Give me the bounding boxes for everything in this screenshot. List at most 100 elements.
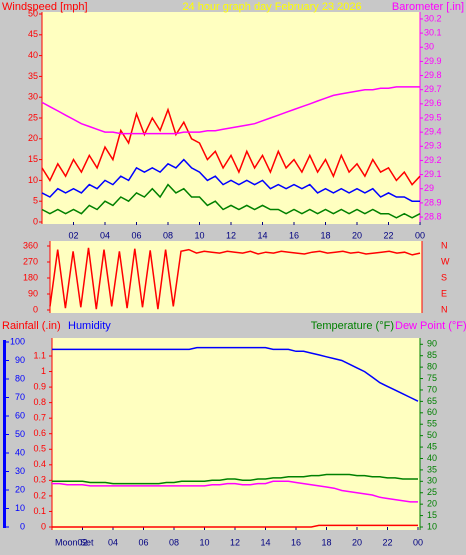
y3-tick-label: 10 bbox=[15, 503, 25, 513]
y2-tick-label: 15 bbox=[427, 510, 437, 520]
y-tick-label: 15 bbox=[28, 154, 38, 164]
y2-tick-label: 28.9 bbox=[424, 197, 442, 207]
y3-tick-label: 80 bbox=[15, 373, 25, 383]
y2-tick-label: 55 bbox=[427, 419, 437, 429]
y2-tick-label: 45 bbox=[427, 441, 437, 451]
compass-label: N bbox=[441, 240, 448, 250]
y2-tick-label: 20 bbox=[427, 499, 437, 509]
series-line bbox=[41, 107, 421, 186]
y-tick-label: 0 bbox=[33, 216, 38, 226]
y-tick-label: 50 bbox=[28, 8, 38, 18]
y-tick-label: 1 bbox=[41, 366, 46, 376]
humidity-axis bbox=[3, 340, 6, 528]
y2-tick-label: 65 bbox=[427, 396, 437, 406]
y3-tick-label: 0 bbox=[20, 521, 25, 531]
x-tick-label: 02 bbox=[77, 537, 87, 547]
y-axis-title: Windspeed [mph] bbox=[2, 1, 88, 13]
x-tick-label: 00 bbox=[413, 537, 423, 547]
y2-tick-label: 90 bbox=[427, 339, 437, 349]
y3-tick-label: 30 bbox=[15, 466, 25, 476]
y-tick-label: 0.9 bbox=[33, 381, 46, 391]
x-tick-label: 14 bbox=[257, 230, 267, 240]
y3-tick-label: 90 bbox=[15, 355, 25, 365]
y2-tick-label: 29.3 bbox=[424, 141, 442, 151]
y2-tick-label: 80 bbox=[427, 361, 437, 371]
y-tick-label: 45 bbox=[28, 29, 38, 39]
y2-tick-label: 29.7 bbox=[424, 84, 442, 94]
y2-tick-label: 29.2 bbox=[424, 155, 442, 165]
y-tick-label: 1.1 bbox=[33, 350, 46, 360]
x-tick-label: 12 bbox=[226, 230, 236, 240]
x-tick-label: 08 bbox=[169, 537, 179, 547]
x-tick-label: 04 bbox=[100, 230, 110, 240]
y2-tick-label: 29 bbox=[424, 183, 434, 193]
x-tick-label: 06 bbox=[138, 537, 148, 547]
compass-label: W bbox=[441, 256, 450, 266]
x-tick-label: 10 bbox=[199, 537, 209, 547]
y2-tick-label: 29.9 bbox=[424, 56, 442, 66]
y-tick-label: 40 bbox=[28, 50, 38, 60]
x-tick-label: 06 bbox=[131, 230, 141, 240]
series-line bbox=[52, 473, 418, 485]
y2-tick-label: 25 bbox=[427, 487, 437, 497]
x-tick-label: 12 bbox=[230, 537, 240, 547]
y2-tick-label: 10 bbox=[427, 521, 437, 531]
y2-tick-label: 30 bbox=[424, 42, 434, 52]
y2-tick-label: 70 bbox=[427, 384, 437, 394]
series-line bbox=[41, 86, 420, 135]
y3-tick-label: 40 bbox=[15, 447, 25, 457]
climate-panel bbox=[52, 338, 420, 530]
y-tick-label: 20 bbox=[28, 133, 38, 143]
y3-tick-label: 50 bbox=[15, 429, 25, 439]
y-tick-label: 0.4 bbox=[33, 459, 46, 469]
legend-label: Rainfall (.in) bbox=[2, 320, 61, 332]
x-tick-label: 14 bbox=[260, 537, 270, 547]
x-tick-label: 02 bbox=[68, 230, 78, 240]
x-tick-label: 22 bbox=[383, 230, 393, 240]
x-tick-label: 16 bbox=[291, 537, 301, 547]
x-tick-label: 00 bbox=[415, 230, 425, 240]
y2-tick-label: 29.8 bbox=[424, 70, 442, 80]
series-line bbox=[52, 346, 419, 402]
legend-label: Temperature (°F) bbox=[311, 320, 394, 332]
y-tick-label: 270 bbox=[23, 256, 38, 266]
annotation: Moon Set bbox=[55, 537, 94, 547]
y-tick-label: 0 bbox=[33, 304, 38, 314]
y-tick-label: 35 bbox=[28, 71, 38, 81]
y-tick-label: 30 bbox=[28, 92, 38, 102]
y-tick-label: 25 bbox=[28, 112, 38, 122]
y-tick-label: 0.5 bbox=[33, 444, 46, 454]
x-tick-label: 08 bbox=[163, 230, 173, 240]
y-tick-label: 10 bbox=[28, 175, 38, 185]
y2-tick-label: 30.1 bbox=[424, 27, 442, 37]
y2-tick-label: 29.5 bbox=[424, 112, 442, 122]
y2-tick-label: 30 bbox=[427, 476, 437, 486]
legend-label: Dew Point (°F) bbox=[395, 320, 466, 332]
y2-axis-title: Barometer [.in] bbox=[392, 1, 464, 13]
x-tick-label: 10 bbox=[194, 230, 204, 240]
y-tick-label: 0.8 bbox=[33, 397, 46, 407]
y3-tick-label: 100 bbox=[10, 336, 25, 346]
compass-label: E bbox=[441, 288, 447, 298]
y2-tick-label: 35 bbox=[427, 464, 437, 474]
y2-tick-label: 40 bbox=[427, 453, 437, 463]
y3-tick-label: 70 bbox=[15, 392, 25, 402]
chart-title: 24 hour graph day February 23 2026 bbox=[182, 1, 361, 13]
y2-tick-label: 29.6 bbox=[424, 98, 442, 108]
y-tick-label: 0.6 bbox=[33, 428, 46, 438]
x-tick-label: 18 bbox=[320, 230, 330, 240]
y2-tick-label: 50 bbox=[427, 430, 437, 440]
y-tick-label: 0.7 bbox=[33, 413, 46, 423]
y3-tick-label: 20 bbox=[15, 484, 25, 494]
compass-label: N bbox=[441, 304, 448, 314]
y-tick-label: 0 bbox=[41, 521, 46, 531]
y2-tick-label: 85 bbox=[427, 350, 437, 360]
y-tick-label: 5 bbox=[33, 196, 38, 206]
y2-tick-label: 60 bbox=[427, 407, 437, 417]
x-tick-label: 04 bbox=[108, 537, 118, 547]
series-line bbox=[52, 524, 418, 528]
compass-label: S bbox=[441, 272, 447, 282]
series-line bbox=[41, 158, 420, 202]
